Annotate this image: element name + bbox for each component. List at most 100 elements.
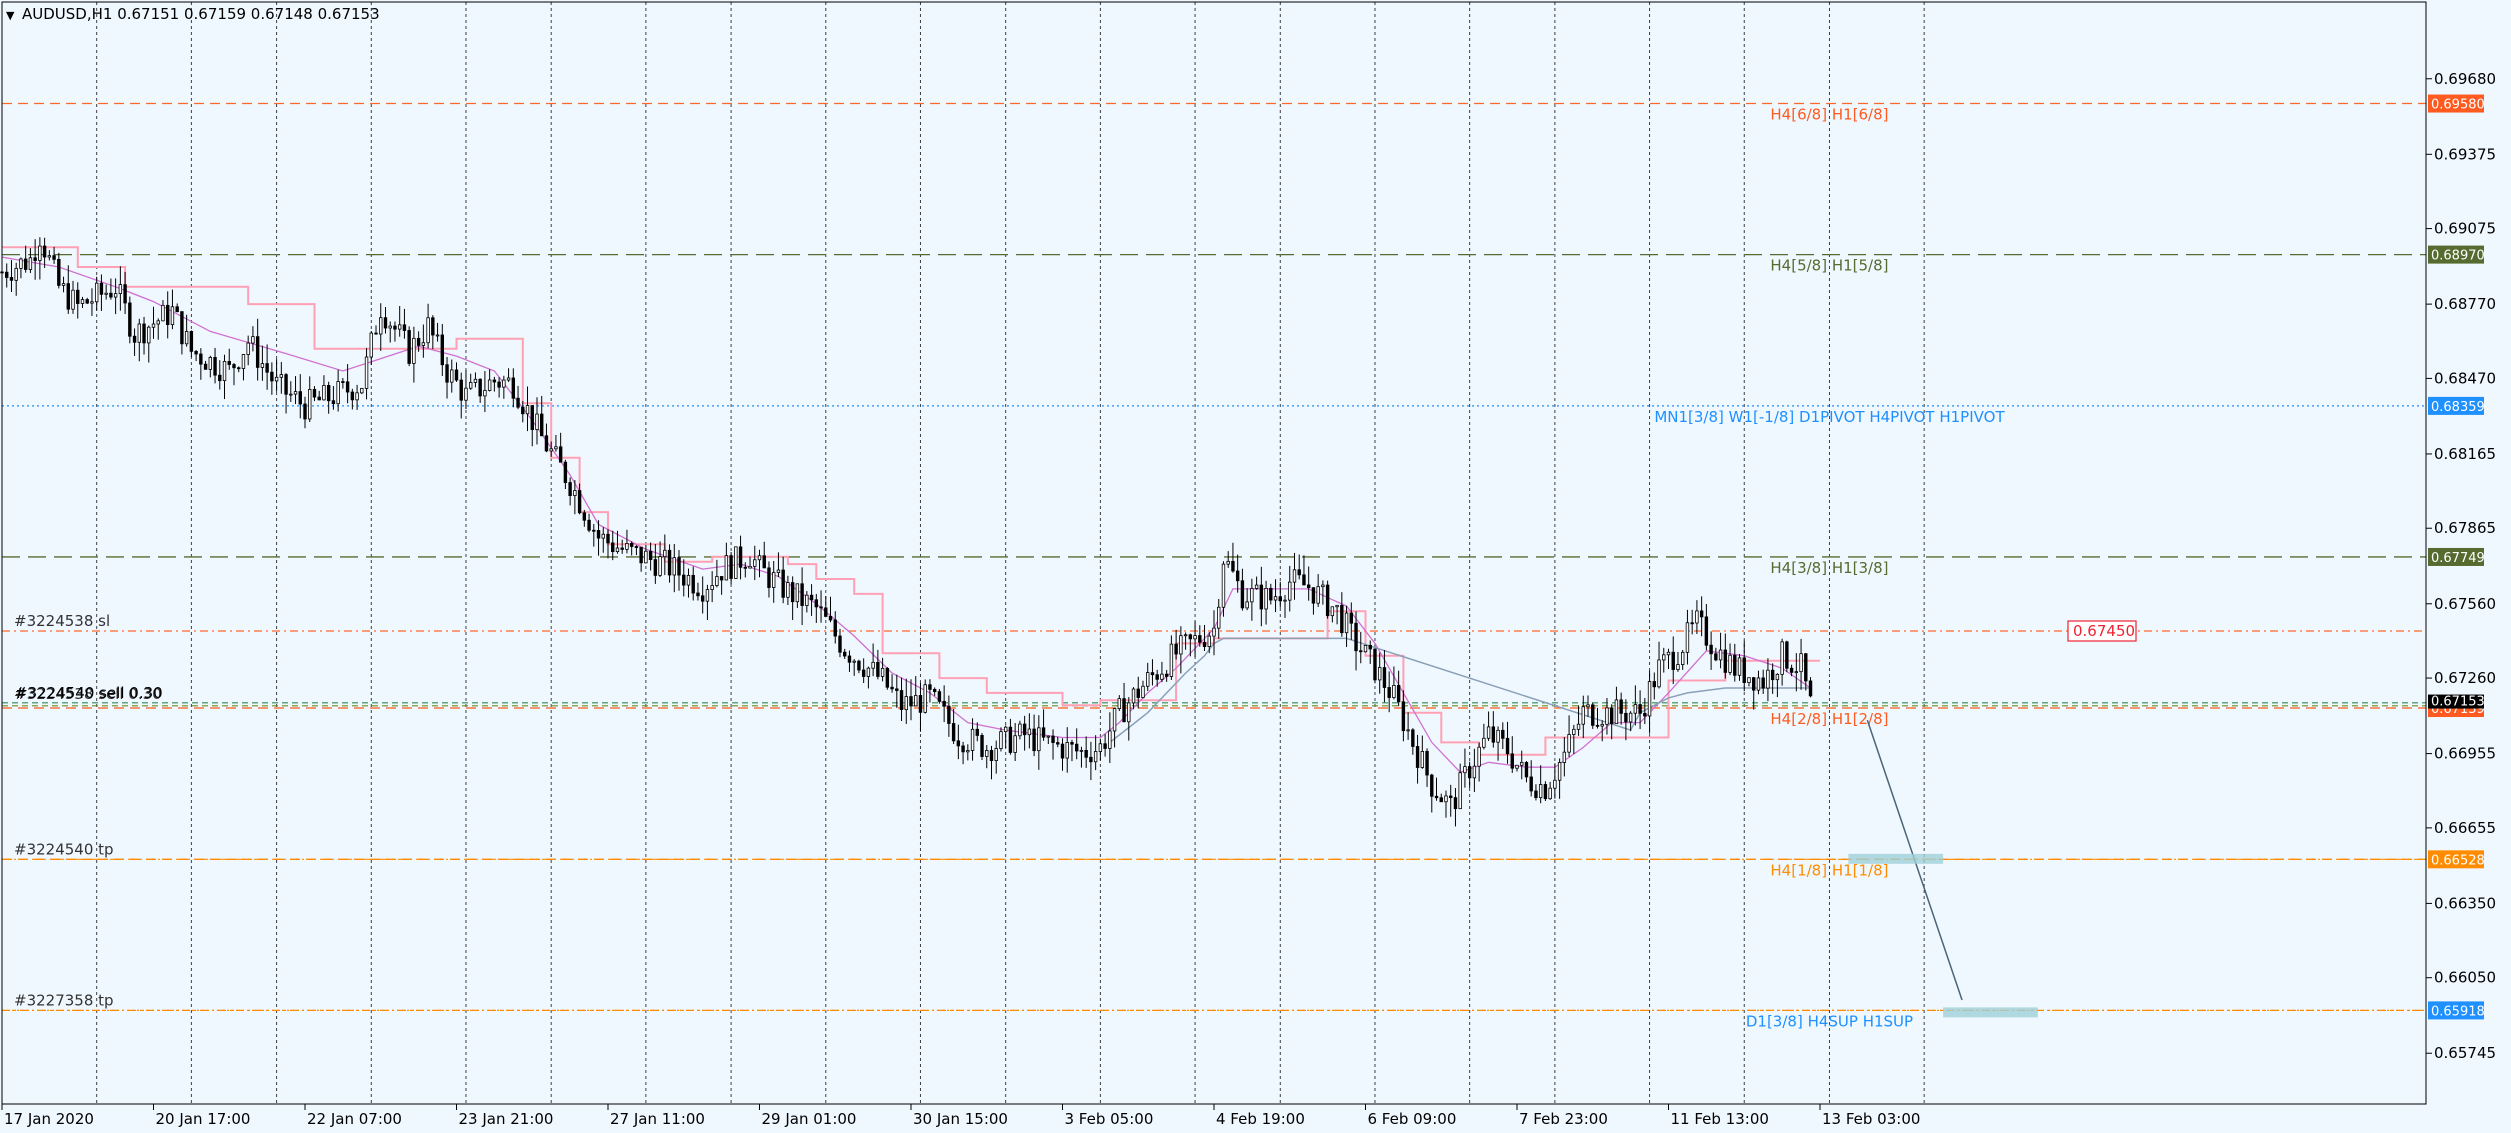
candle[interactable] [1804,653,1808,691]
candle[interactable] [459,372,463,419]
candle[interactable] [1770,663,1775,694]
candle[interactable] [1065,727,1069,773]
candle[interactable] [487,369,492,392]
candle[interactable] [1193,621,1197,657]
candle[interactable] [601,527,605,553]
candle[interactable] [1657,641,1661,689]
candle[interactable] [544,423,549,453]
candle[interactable] [1482,723,1486,750]
candle[interactable] [918,682,923,732]
symbol-menu-glyph[interactable]: ▼ [6,9,15,22]
candle[interactable] [308,376,312,423]
candle[interactable] [1676,651,1680,672]
candle[interactable] [1666,648,1671,669]
candle[interactable] [1164,669,1169,682]
candle[interactable] [961,741,965,765]
candle[interactable] [663,534,667,576]
candle[interactable] [1591,702,1595,729]
candle[interactable] [786,575,790,606]
candle[interactable] [790,576,795,620]
candle[interactable] [1112,707,1117,748]
candle[interactable] [450,359,454,393]
candlesticks[interactable] [0,237,1813,827]
candle[interactable] [180,311,184,355]
candle[interactable] [1662,647,1666,673]
candle[interactable] [1567,715,1571,758]
candle[interactable] [1046,735,1050,745]
candle[interactable] [203,360,208,370]
candle[interactable] [1131,687,1136,710]
candle[interactable] [1605,697,1609,735]
candle[interactable] [52,246,56,264]
candle[interactable] [1103,734,1107,757]
candle[interactable] [492,376,497,392]
candle[interactable] [615,530,620,554]
candle[interactable] [1382,650,1387,703]
candle[interactable] [1373,648,1377,684]
candle[interactable] [966,744,970,761]
candle[interactable] [166,291,170,339]
candle[interactable] [1335,604,1339,625]
candle[interactable] [1387,671,1391,713]
candle[interactable] [876,649,880,680]
candle[interactable] [895,674,899,708]
candle[interactable] [1747,677,1751,687]
candle[interactable] [563,459,568,490]
candle[interactable] [587,513,591,533]
candle[interactable] [360,387,364,395]
candle[interactable] [1245,588,1249,611]
candle[interactable] [1003,725,1008,749]
candle[interactable] [828,596,833,623]
candle[interactable] [719,576,724,595]
candle[interactable] [28,248,33,273]
candle[interactable] [1288,565,1292,612]
candle[interactable] [1453,788,1458,827]
candle[interactable] [772,561,776,603]
candle[interactable] [1581,695,1585,739]
candle[interactable] [762,541,766,569]
candle[interactable] [658,541,662,578]
candle[interactable] [312,386,317,402]
candle[interactable] [558,432,563,463]
candle[interactable] [947,695,951,737]
candle[interactable] [1311,587,1316,615]
candle[interactable] [241,353,246,381]
candle[interactable] [511,368,516,408]
candle[interactable] [1022,715,1027,751]
candle[interactable] [1628,711,1633,732]
candle[interactable] [431,315,435,350]
candle[interactable] [379,303,383,351]
candle[interactable] [1330,606,1335,623]
candle[interactable] [440,323,444,376]
candle[interactable] [364,347,369,400]
candle[interactable] [412,326,416,383]
candle[interactable] [1505,721,1510,764]
candle[interactable] [753,545,757,581]
candle[interactable] [1785,640,1789,673]
candle[interactable] [454,362,459,382]
candle[interactable] [1269,583,1273,605]
candle[interactable] [435,322,440,342]
candle[interactable] [1349,602,1353,640]
candle[interactable] [502,375,506,399]
candle[interactable] [1477,742,1481,782]
candle[interactable] [76,282,80,319]
candle[interactable] [383,307,388,334]
candle[interactable] [800,567,804,626]
candle[interactable] [1254,576,1259,590]
candle[interactable] [303,396,307,429]
candle[interactable] [1363,644,1368,653]
candle[interactable] [1406,712,1410,740]
candle[interactable] [639,546,643,572]
candle[interactable] [1463,748,1467,788]
candle[interactable] [672,543,676,593]
candle[interactable] [355,384,359,410]
candle[interactable] [1534,784,1538,801]
candle[interactable] [521,401,525,423]
candle[interactable] [1709,631,1713,670]
candle[interactable] [33,239,37,280]
candle[interactable] [1032,714,1036,757]
candle[interactable] [715,559,719,588]
candle[interactable] [861,658,866,683]
candle[interactable] [738,535,743,580]
